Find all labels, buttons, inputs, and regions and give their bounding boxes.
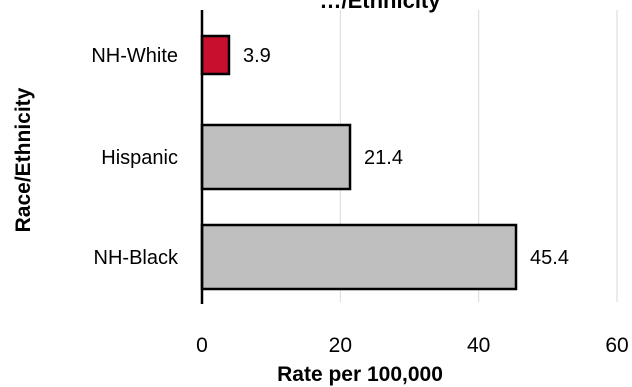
category-label: NH-Black (94, 247, 179, 269)
x-tick-label: 0 (196, 334, 208, 357)
bar-hispanic (200, 123, 352, 191)
bar-nh-black (200, 223, 518, 291)
data-label: 21.4 (364, 147, 403, 169)
x-tick-label: 40 (467, 334, 490, 357)
y-axis-title: Race/Ethnicity (12, 87, 35, 232)
data-label: 45.4 (530, 247, 569, 269)
x-tick-labels: 0 20 40 60 (196, 334, 629, 357)
bars (200, 34, 518, 291)
category-labels: NH-White Hispanic NH-Black (91, 45, 179, 269)
category-label: NH-White (91, 45, 178, 67)
chart-title: …/Ethnicity (319, 0, 441, 13)
data-label: 3.9 (243, 45, 271, 67)
x-tick-label: 60 (605, 334, 628, 357)
x-tick-label: 20 (329, 334, 352, 357)
x-axis-title: Rate per 100,000 (277, 363, 443, 386)
data-labels: 3.9 21.4 45.4 (243, 45, 569, 269)
category-label: Hispanic (101, 147, 178, 169)
bar-nh-white (200, 34, 231, 76)
